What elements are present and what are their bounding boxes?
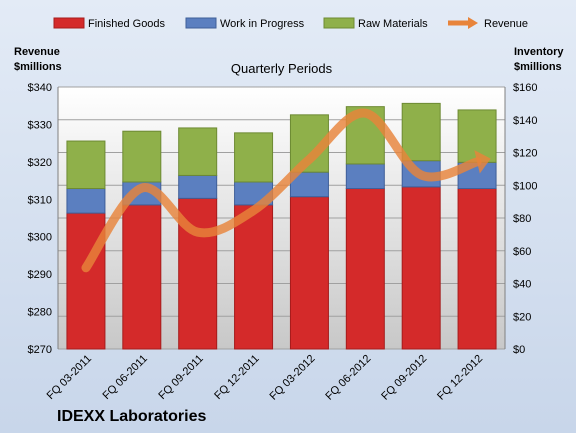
legend-label: Finished Goods <box>88 18 166 30</box>
category-label: FQ 12-2011 <box>212 353 261 402</box>
left-tick-label: $340 <box>28 82 52 94</box>
bar-finished-goods <box>457 188 497 350</box>
bar-raw-materials <box>178 127 218 176</box>
right-tick-label: $140 <box>513 115 537 127</box>
right-tick-label: $80 <box>513 213 531 225</box>
category-label: FQ 03-2012 <box>268 353 318 403</box>
legend-swatch-arrow <box>468 17 478 29</box>
legend-swatch <box>323 17 355 29</box>
bar-work-in-progress <box>178 174 218 199</box>
category-label: FQ 09-2012 <box>379 353 429 403</box>
revenue-arrowhead <box>474 150 491 174</box>
revenue-point <box>141 188 142 189</box>
left-axis-title: Revenue <box>14 46 60 58</box>
revenue-line <box>81 108 482 273</box>
category-label: FQ 09-2011 <box>156 353 205 402</box>
left-tick-label: $320 <box>28 157 52 169</box>
right-axis-title: Inventory <box>514 46 564 58</box>
category-label: FQ 03-2011 <box>45 353 94 402</box>
left-tick-label: $280 <box>28 307 52 319</box>
bar-finished-goods <box>401 186 441 350</box>
category-label: FQ 12-2012 <box>435 353 485 403</box>
left-tick-label: $310 <box>28 194 52 206</box>
bar-finished-goods <box>234 204 274 350</box>
revenue-point <box>477 161 478 162</box>
revenue-point <box>197 232 198 233</box>
revenue-point <box>85 267 86 268</box>
category-label: FQ 06-2012 <box>323 353 373 403</box>
bar-raw-materials <box>234 132 274 183</box>
right-tick-label: $0 <box>513 344 525 356</box>
left-axis-title: $millions <box>14 61 62 73</box>
bar-finished-goods <box>66 212 106 350</box>
legend-label: Revenue <box>484 18 528 30</box>
right-tick-label: $20 <box>513 311 531 323</box>
legend-label: Raw Materials <box>358 18 428 30</box>
revenue-point <box>309 159 310 160</box>
legend-swatch <box>53 17 85 29</box>
revenue-point <box>421 174 422 175</box>
right-tick-label: $100 <box>513 180 537 192</box>
bar-finished-goods <box>122 204 162 350</box>
category-label: FQ 06-2011 <box>101 353 150 402</box>
right-tick-label: $60 <box>513 246 531 258</box>
revenue-point <box>365 113 366 114</box>
bar-work-in-progress <box>345 163 385 190</box>
left-tick-label: $330 <box>28 119 52 131</box>
bar-raw-materials <box>122 130 162 183</box>
left-tick-label: $270 <box>28 344 52 356</box>
bar-finished-goods <box>289 196 329 350</box>
bar-work-in-progress <box>66 188 106 214</box>
right-tick-label: $120 <box>513 148 537 160</box>
bar-finished-goods <box>178 197 218 350</box>
revenue-point <box>253 210 254 211</box>
right-axis-title: $millions <box>514 61 562 73</box>
right-tick-label: $40 <box>513 279 531 291</box>
bar-finished-goods <box>345 188 385 350</box>
bar-raw-materials <box>66 140 106 190</box>
right-tick-label: $160 <box>513 82 537 94</box>
left-tick-label: $300 <box>28 232 52 244</box>
bar-raw-materials <box>401 102 441 162</box>
left-tick-label: $290 <box>28 269 52 281</box>
chart-subtitle: Quarterly Periods <box>231 61 333 76</box>
legend-label: Work in Progress <box>220 18 305 30</box>
legend-swatch <box>185 17 217 29</box>
company-name: IDEXX Laboratories <box>57 408 206 425</box>
